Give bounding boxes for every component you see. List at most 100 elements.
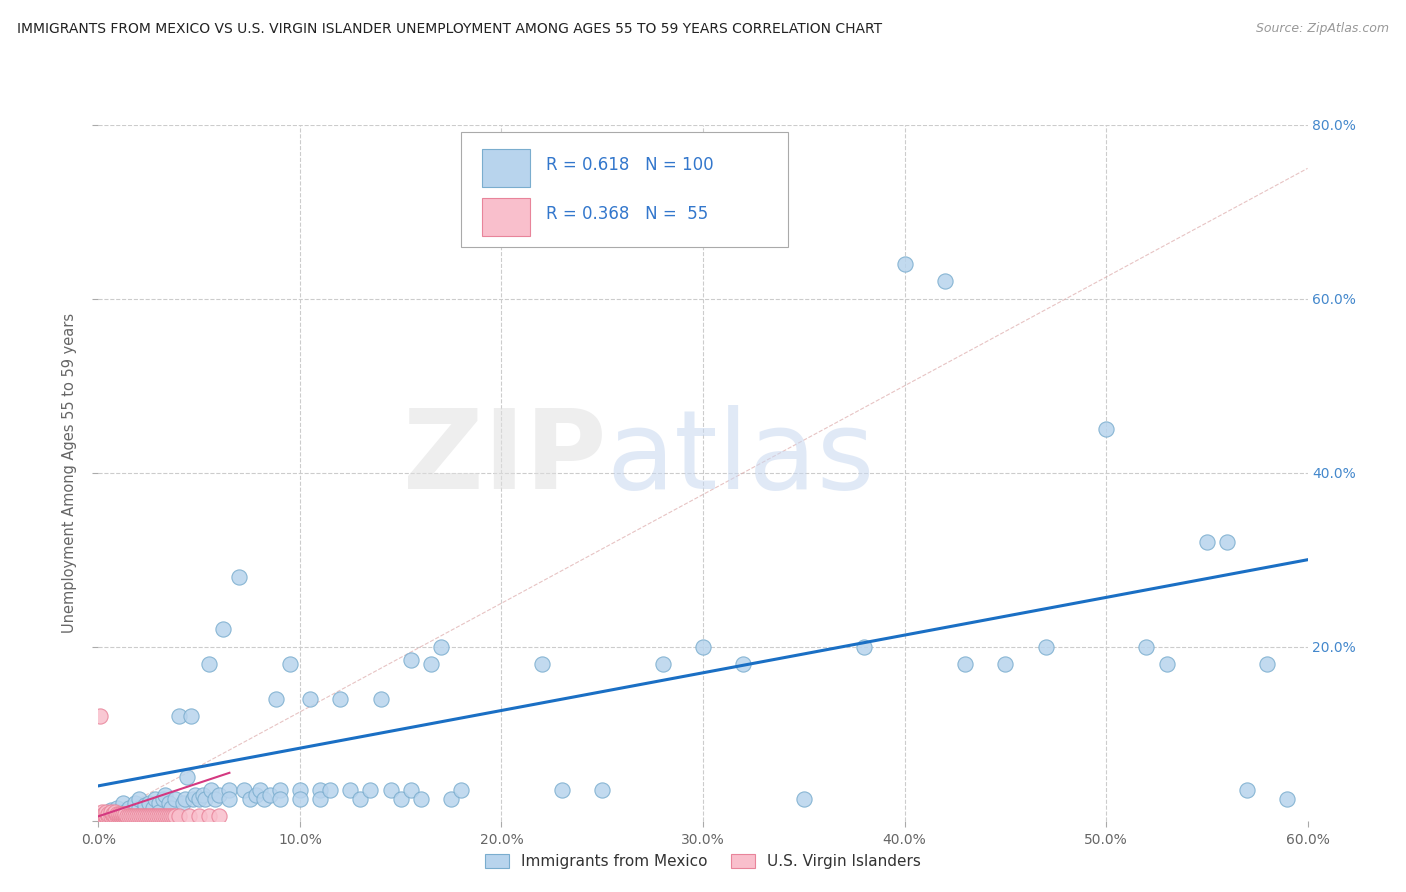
Bar	[482, 198, 530, 236]
Point	[121, 809, 143, 823]
Point	[188, 792, 211, 806]
Point	[450, 783, 472, 797]
Point	[134, 797, 156, 812]
Point	[380, 783, 402, 797]
Point	[146, 809, 169, 823]
Point	[107, 806, 129, 821]
Point	[100, 805, 122, 819]
Point	[309, 792, 332, 806]
Point	[269, 792, 291, 806]
Point	[329, 692, 352, 706]
Point	[91, 809, 114, 823]
Point	[93, 806, 115, 821]
Point	[143, 809, 166, 823]
Point	[118, 800, 141, 814]
Point	[245, 788, 267, 802]
Point	[530, 657, 553, 671]
Point	[128, 792, 150, 806]
Point	[97, 809, 120, 823]
Point	[179, 809, 201, 823]
Point	[96, 810, 118, 824]
Point	[110, 809, 132, 823]
Point	[551, 783, 574, 797]
Point	[733, 657, 755, 671]
Point	[181, 792, 204, 806]
Point	[96, 809, 118, 823]
Point	[110, 806, 132, 821]
Point	[138, 809, 160, 823]
Point	[107, 809, 129, 823]
Point	[142, 809, 165, 823]
Point	[793, 792, 815, 806]
Point	[269, 783, 291, 797]
Point	[132, 805, 155, 819]
Point	[1216, 535, 1239, 549]
Point	[1236, 783, 1258, 797]
Point	[148, 809, 170, 823]
Point	[100, 809, 122, 823]
Point	[1135, 640, 1157, 654]
Point	[115, 809, 138, 823]
Point	[253, 792, 276, 806]
Point	[218, 783, 240, 797]
Point	[89, 709, 111, 723]
Point	[180, 709, 202, 723]
Point	[143, 792, 166, 806]
Point	[370, 692, 392, 706]
Point	[100, 803, 122, 817]
Text: R = 0.618   N = 100: R = 0.618 N = 100	[546, 156, 713, 174]
Point	[160, 809, 183, 823]
FancyBboxPatch shape	[461, 132, 787, 247]
Point	[132, 809, 155, 823]
Point	[107, 809, 129, 823]
Point	[111, 796, 134, 810]
Point	[430, 640, 453, 654]
Point	[114, 809, 136, 823]
Point	[139, 809, 162, 823]
Point	[111, 806, 134, 821]
Bar	[482, 149, 530, 187]
Point	[853, 640, 876, 654]
Point	[1256, 657, 1278, 671]
Point	[148, 796, 170, 810]
Point	[105, 806, 128, 821]
Point	[399, 653, 422, 667]
Legend: Immigrants from Mexico, U.S. Virgin Islanders: Immigrants from Mexico, U.S. Virgin Isla…	[478, 848, 928, 875]
Point	[212, 623, 235, 637]
Point	[198, 657, 221, 671]
Point	[893, 257, 915, 271]
Point	[124, 796, 146, 810]
Point	[156, 809, 179, 823]
Point	[148, 805, 170, 819]
Point	[101, 806, 124, 821]
Point	[97, 805, 120, 819]
Point	[105, 809, 128, 823]
Point	[160, 800, 183, 814]
Point	[149, 809, 172, 823]
Point	[360, 783, 382, 797]
Point	[167, 709, 190, 723]
Point	[97, 806, 120, 821]
Point	[288, 783, 311, 797]
Point	[163, 809, 186, 823]
Point	[193, 788, 215, 802]
Point	[93, 809, 115, 823]
Point	[111, 809, 134, 823]
Point	[114, 806, 136, 821]
Point	[120, 809, 142, 823]
Point	[101, 809, 124, 823]
Point	[309, 783, 332, 797]
Point	[232, 783, 254, 797]
Point	[153, 788, 176, 802]
Point	[278, 657, 301, 671]
Point	[228, 570, 250, 584]
Point	[107, 805, 129, 819]
Point	[93, 806, 115, 821]
Point	[153, 809, 176, 823]
Text: atlas: atlas	[606, 405, 875, 512]
Point	[103, 809, 125, 823]
Point	[208, 809, 231, 823]
Point	[162, 809, 184, 823]
Y-axis label: Unemployment Among Ages 55 to 59 years: Unemployment Among Ages 55 to 59 years	[62, 313, 77, 632]
Point	[194, 792, 217, 806]
